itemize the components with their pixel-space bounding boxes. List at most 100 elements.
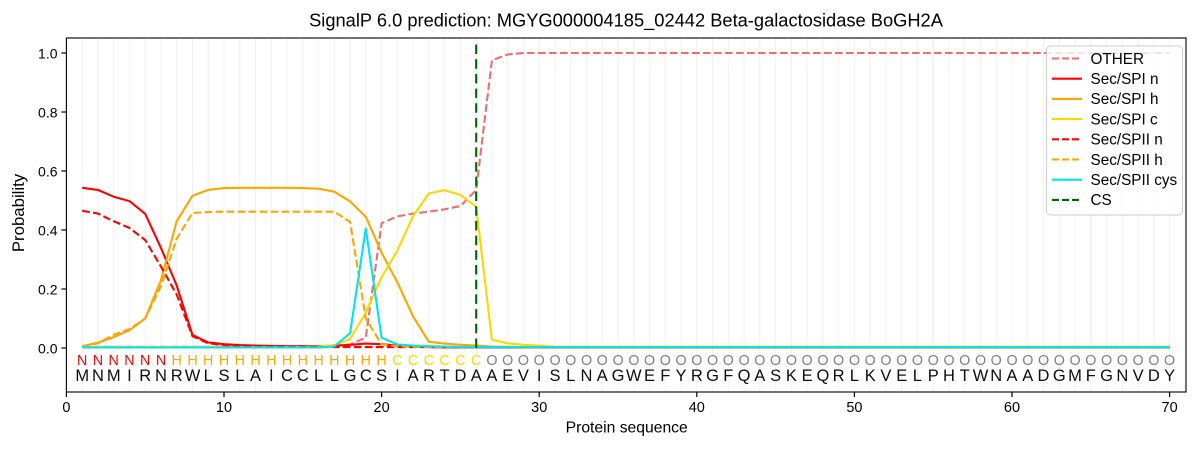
svg-text:O: O bbox=[597, 353, 608, 369]
svg-text:O: O bbox=[628, 353, 639, 369]
svg-text:R: R bbox=[423, 367, 435, 385]
svg-text:N: N bbox=[990, 367, 1002, 385]
svg-text:O: O bbox=[707, 353, 718, 369]
svg-text:O: O bbox=[534, 353, 545, 369]
svg-text:I: I bbox=[395, 367, 400, 385]
svg-text:A: A bbox=[1022, 367, 1033, 385]
svg-text:CS: CS bbox=[1091, 192, 1112, 209]
svg-text:F: F bbox=[660, 367, 670, 385]
svg-text:30: 30 bbox=[531, 400, 547, 416]
svg-text:G: G bbox=[1100, 367, 1113, 385]
svg-text:N: N bbox=[140, 353, 150, 369]
svg-text:O: O bbox=[896, 353, 907, 369]
svg-text:O: O bbox=[660, 353, 671, 369]
svg-text:O: O bbox=[1022, 353, 1033, 369]
svg-text:Probability: Probability bbox=[9, 173, 28, 252]
svg-text:Sec/SPII cys: Sec/SPII cys bbox=[1091, 172, 1178, 189]
svg-text:H: H bbox=[266, 353, 276, 369]
svg-text:V: V bbox=[518, 367, 529, 385]
svg-text:N: N bbox=[93, 353, 103, 369]
svg-text:O: O bbox=[518, 353, 529, 369]
svg-text:N: N bbox=[92, 367, 104, 385]
svg-text:70: 70 bbox=[1162, 400, 1178, 416]
svg-text:H: H bbox=[361, 353, 371, 369]
svg-text:O: O bbox=[754, 353, 765, 369]
svg-text:D: D bbox=[1038, 367, 1050, 385]
svg-text:T: T bbox=[440, 367, 450, 385]
svg-text:O: O bbox=[1148, 353, 1159, 369]
svg-text:N: N bbox=[156, 353, 166, 369]
svg-text:O: O bbox=[549, 353, 560, 369]
svg-text:O: O bbox=[691, 353, 702, 369]
svg-text:60: 60 bbox=[1004, 400, 1020, 416]
svg-text:D: D bbox=[1148, 367, 1160, 385]
svg-text:K: K bbox=[865, 367, 876, 385]
svg-text:G: G bbox=[344, 367, 357, 385]
svg-text:M: M bbox=[75, 367, 89, 385]
svg-text:K: K bbox=[786, 367, 797, 385]
svg-text:0.2: 0.2 bbox=[38, 282, 58, 298]
svg-text:C: C bbox=[392, 353, 402, 369]
svg-text:H: H bbox=[235, 353, 245, 369]
svg-text:L: L bbox=[235, 367, 244, 385]
svg-text:O: O bbox=[1101, 353, 1112, 369]
svg-text:Y: Y bbox=[1164, 367, 1175, 385]
svg-text:O: O bbox=[675, 353, 686, 369]
svg-text:N: N bbox=[581, 367, 593, 385]
svg-text:H: H bbox=[219, 353, 229, 369]
svg-text:H: H bbox=[345, 353, 355, 369]
svg-text:O: O bbox=[1006, 353, 1017, 369]
svg-text:N: N bbox=[155, 367, 167, 385]
svg-text:0.6: 0.6 bbox=[38, 164, 58, 180]
svg-text:O: O bbox=[865, 353, 876, 369]
svg-text:40: 40 bbox=[689, 400, 705, 416]
svg-text:O: O bbox=[1133, 353, 1144, 369]
svg-text:A: A bbox=[250, 367, 261, 385]
svg-text:N: N bbox=[109, 353, 119, 369]
svg-text:0: 0 bbox=[62, 400, 70, 416]
svg-text:O: O bbox=[1054, 353, 1065, 369]
svg-text:A: A bbox=[754, 367, 765, 385]
svg-text:H: H bbox=[298, 353, 308, 369]
svg-text:O: O bbox=[581, 353, 592, 369]
svg-text:S: S bbox=[376, 367, 387, 385]
svg-text:L: L bbox=[913, 367, 922, 385]
svg-text:N: N bbox=[124, 353, 134, 369]
svg-text:O: O bbox=[991, 353, 1002, 369]
svg-text:O: O bbox=[817, 353, 828, 369]
svg-text:E: E bbox=[502, 367, 513, 385]
svg-text:C: C bbox=[439, 353, 449, 369]
svg-text:L: L bbox=[850, 367, 859, 385]
svg-text:C: C bbox=[408, 353, 418, 369]
svg-text:H: H bbox=[250, 353, 260, 369]
svg-text:O: O bbox=[1164, 353, 1175, 369]
svg-text:V: V bbox=[880, 367, 891, 385]
svg-text:O: O bbox=[486, 353, 497, 369]
svg-text:O: O bbox=[739, 353, 750, 369]
svg-text:S: S bbox=[218, 367, 229, 385]
svg-text:T: T bbox=[960, 367, 970, 385]
svg-text:G: G bbox=[612, 367, 625, 385]
svg-text:O: O bbox=[1038, 353, 1049, 369]
svg-text:H: H bbox=[943, 367, 955, 385]
svg-text:O: O bbox=[565, 353, 576, 369]
svg-text:O: O bbox=[786, 353, 797, 369]
svg-text:Q: Q bbox=[816, 367, 829, 385]
svg-text:L: L bbox=[314, 367, 323, 385]
svg-text:C: C bbox=[455, 353, 465, 369]
svg-text:N: N bbox=[77, 353, 87, 369]
svg-text:G: G bbox=[706, 367, 719, 385]
svg-text:0.4: 0.4 bbox=[38, 223, 58, 239]
svg-text:Sec/SPI n: Sec/SPI n bbox=[1091, 71, 1159, 88]
svg-text:R: R bbox=[691, 367, 703, 385]
svg-text:I: I bbox=[269, 367, 274, 385]
svg-text:O: O bbox=[1117, 353, 1128, 369]
svg-text:C: C bbox=[297, 367, 309, 385]
svg-text:G: G bbox=[1053, 367, 1066, 385]
svg-text:H: H bbox=[203, 353, 213, 369]
svg-text:W: W bbox=[185, 367, 201, 385]
svg-text:D: D bbox=[454, 367, 466, 385]
svg-text:H: H bbox=[187, 353, 197, 369]
svg-text:I: I bbox=[127, 367, 132, 385]
svg-text:Sec/SPII n: Sec/SPII n bbox=[1091, 132, 1163, 149]
